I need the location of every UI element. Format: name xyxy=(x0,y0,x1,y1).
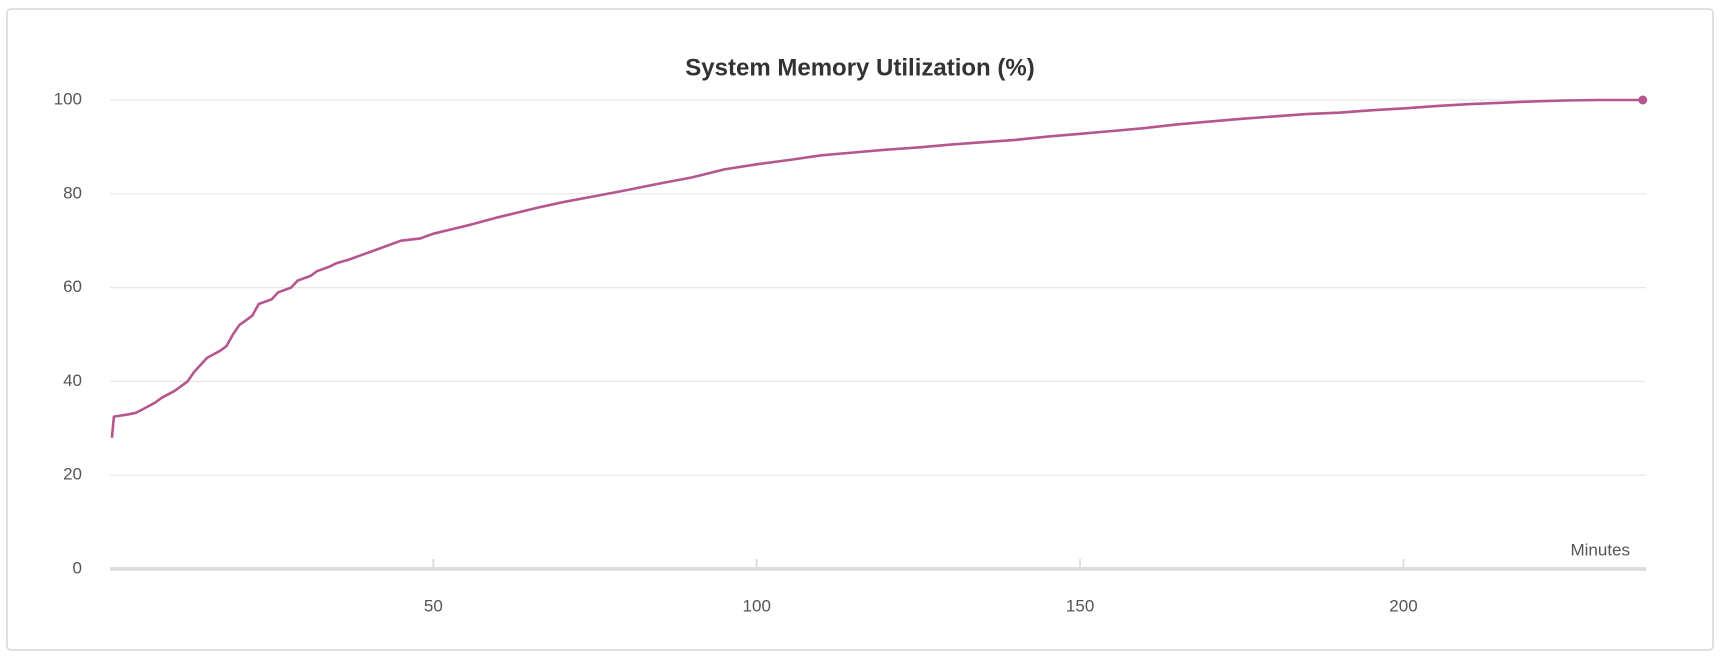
x-tick-label: 150 xyxy=(1066,596,1094,615)
y-tick-label: 0 xyxy=(73,558,82,577)
y-tick-label: 100 xyxy=(54,89,82,108)
x-tick-label: 200 xyxy=(1389,596,1417,615)
y-tick-label: 20 xyxy=(63,465,82,484)
x-tick-label: 50 xyxy=(424,596,443,615)
x-tick-label: 100 xyxy=(743,596,771,615)
x-axis-label: Minutes xyxy=(1570,540,1630,559)
end-point xyxy=(1638,95,1648,105)
y-tick-label: 40 xyxy=(63,371,82,390)
chart-title: System Memory Utilization (%) xyxy=(685,54,1034,81)
line xyxy=(110,98,1643,438)
y-tick-label: 80 xyxy=(63,183,82,202)
card xyxy=(6,8,1714,651)
y-tick-label: 60 xyxy=(63,277,82,296)
